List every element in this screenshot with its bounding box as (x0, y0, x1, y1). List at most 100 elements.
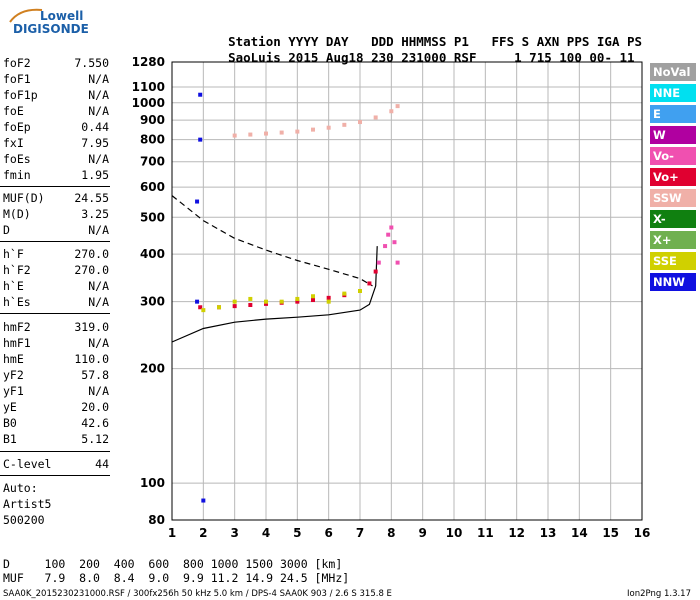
auto-code: 500200 (3, 513, 45, 527)
y-tick-label: 80 (148, 513, 165, 527)
x-tick-label: 12 (508, 526, 525, 540)
data-point (373, 115, 378, 120)
data-point (201, 308, 206, 313)
data-point (198, 305, 203, 310)
data-point (367, 281, 372, 286)
param-name: foEs (3, 152, 31, 166)
param-name: fxI (3, 136, 24, 150)
param-name: h`F2 (3, 263, 31, 277)
auto-label: Auto: (3, 481, 38, 495)
param-value: 5.12 (81, 432, 109, 446)
header-value-year: 2015 (288, 50, 319, 65)
data-point (217, 305, 221, 310)
header-value-axn: 715 (529, 50, 552, 65)
param-row: D N/A (3, 222, 109, 238)
param-value: N/A (88, 279, 109, 293)
param-divider (0, 451, 110, 452)
y-tick-label: 300 (140, 295, 165, 309)
param-row: B1 5.12 (3, 431, 109, 447)
data-point (295, 296, 300, 301)
param-value: N/A (88, 104, 109, 118)
footer-version: Ion2Png 1.3.17 (627, 589, 691, 599)
header-value-pps: 100 (559, 50, 582, 65)
data-point (201, 498, 206, 503)
header-value-p1: RSF (453, 50, 477, 65)
legend-item-noval: NoVal (650, 63, 696, 81)
param-row: yF1 N/A (3, 383, 109, 399)
param-value: N/A (88, 295, 109, 309)
header-value-station: SaoLuis (228, 50, 281, 65)
header-label-ffs: FFS (491, 34, 515, 49)
data-point (295, 129, 300, 134)
param-name: fmin (3, 168, 31, 182)
param-row: foEs N/A (3, 151, 109, 167)
y-tick-label: 1280 (132, 55, 165, 69)
data-point (279, 130, 284, 135)
data-point (264, 301, 268, 306)
data-point (395, 260, 400, 265)
x-tick-label: 10 (446, 526, 463, 540)
param-name: hmE (3, 352, 24, 366)
param-name: yE (3, 400, 17, 414)
header-value-s: 1 (514, 50, 522, 65)
data-point (232, 133, 237, 138)
param-row: foF1p N/A (3, 87, 109, 103)
param-row: hmE 110.0 (3, 351, 109, 367)
data-point (383, 244, 388, 249)
header-labels: Station YYYY DAY DDD HHMMSS P1 FFS S AXN… (213, 19, 642, 49)
param-value: 270.0 (74, 247, 109, 261)
data-point (248, 132, 253, 137)
param-value: 42.6 (81, 416, 109, 430)
header-value-ddd: 230 (371, 50, 394, 65)
param-value: 0.44 (81, 120, 109, 134)
param-value: N/A (88, 88, 109, 102)
data-point (373, 269, 378, 274)
param-row: MUF(D) 24.55 (3, 190, 109, 206)
param-name: M(D) (3, 207, 31, 221)
param-value: 20.0 (81, 400, 109, 414)
y-tick-label: 100 (140, 476, 165, 490)
param-row: yE 20.0 (3, 399, 109, 415)
x-tick-label: 9 (418, 526, 426, 540)
param-row: foE N/A (3, 103, 109, 119)
legend-item-e: E (650, 105, 696, 123)
data-point (295, 299, 300, 304)
header-label-ddd: DDD (371, 34, 394, 49)
param-name: yF1 (3, 384, 24, 398)
legend-item-nnw: NNW (650, 273, 696, 291)
legend-item-ssw: SSW (650, 189, 696, 207)
legend-item-w: W (650, 126, 696, 144)
logo-digisonde-text: DIGISONDE (13, 22, 89, 36)
data-point (386, 232, 391, 237)
data-point (326, 295, 331, 300)
legend-item-sse: SSE (650, 252, 696, 270)
data-point (342, 122, 347, 127)
param-row: foEp 0.44 (3, 119, 109, 135)
param-row: foF2 7.550 (3, 55, 109, 71)
data-point (395, 104, 400, 109)
y-tick-label: 700 (140, 155, 165, 169)
param-row: h`F2 270.0 (3, 262, 109, 278)
x-tick-label: 14 (571, 526, 588, 540)
param-row: hmF2 319.0 (3, 319, 109, 335)
data-point (232, 304, 237, 309)
y-tick-label: 900 (140, 113, 165, 127)
param-row: foF1 N/A (3, 71, 109, 87)
header-label-p1: P1 (453, 34, 469, 49)
y-tick-label: 1100 (132, 80, 165, 94)
param-row: h`F 270.0 (3, 246, 109, 262)
data-point (358, 289, 362, 293)
param-name: foE (3, 104, 24, 118)
data-point (389, 225, 394, 230)
ionogram-chart: 1 2 3 4 5 6 7 8 9 10 11 12 13 14 15 1680100200300400500… (132, 55, 651, 540)
header-value-ps: 11 (619, 50, 635, 65)
param-value: 7.550 (74, 56, 109, 70)
y-tick-label: 400 (140, 247, 165, 261)
param-value: 24.55 (74, 191, 109, 205)
legend-item-x-plus: X+ (650, 231, 696, 249)
param-name: h`Es (3, 295, 31, 309)
param-row: hmF1 N/A (3, 335, 109, 351)
data-point (195, 299, 200, 304)
param-name: yF2 (3, 368, 24, 382)
param-value: 110.0 (74, 352, 109, 366)
